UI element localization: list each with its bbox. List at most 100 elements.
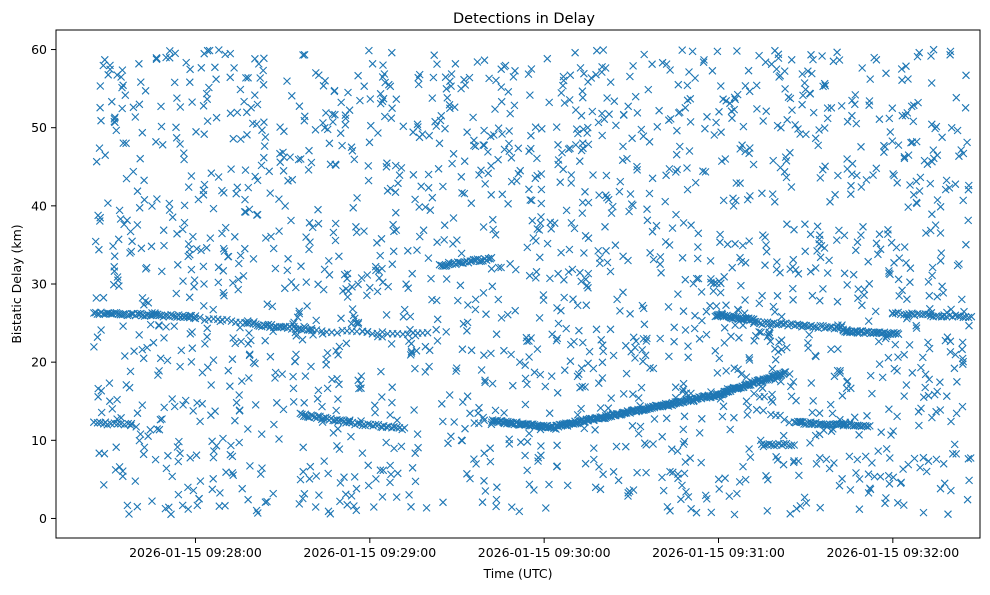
detection-point: [634, 429, 643, 438]
detection-point: [567, 219, 576, 227]
detection-point: [481, 487, 490, 495]
detection-point: [728, 114, 736, 123]
detection-point: [314, 219, 323, 228]
detection-point: [543, 239, 552, 248]
detection-point: [531, 123, 540, 132]
detection-point: [419, 226, 428, 235]
detection-point: [251, 359, 259, 368]
detection-point: [806, 439, 814, 447]
detection-point: [710, 131, 719, 139]
detection-point: [133, 409, 142, 418]
detection-point: [827, 427, 836, 436]
track-point: [902, 310, 911, 319]
detection-point: [852, 469, 860, 477]
detection-point: [885, 269, 893, 278]
detection-point: [521, 400, 530, 409]
detection-point: [524, 70, 533, 78]
detection-point: [154, 371, 162, 379]
detection-point: [569, 295, 577, 304]
detection-point: [781, 85, 789, 93]
detection-point: [619, 142, 627, 151]
detection-point: [171, 49, 180, 58]
detection-point: [809, 108, 818, 117]
detection-point: [207, 169, 216, 178]
detection-point: [340, 270, 349, 279]
detection-point: [958, 345, 966, 354]
detection-point: [536, 370, 545, 379]
detection-point: [757, 328, 765, 337]
detection-point: [966, 454, 975, 462]
detection-point: [295, 307, 304, 316]
detection-point: [716, 288, 725, 297]
detection-point: [463, 326, 471, 335]
detection-point: [197, 246, 205, 255]
detection-point: [135, 59, 143, 68]
detection-point: [915, 187, 924, 195]
detection-point: [243, 319, 252, 328]
detection-point: [547, 224, 556, 233]
detection-point: [771, 344, 779, 353]
detection-point: [242, 74, 250, 82]
chart-title: Detections in Delay: [453, 11, 595, 27]
detection-point: [950, 364, 959, 373]
detection-point: [605, 110, 613, 119]
detection-point: [203, 332, 211, 341]
detection-point: [388, 260, 397, 269]
detection-point: [107, 97, 116, 106]
detection-point: [644, 85, 653, 94]
detection-point: [272, 398, 281, 407]
detection-point: [684, 342, 692, 350]
detection-point: [957, 146, 966, 154]
detection-point: [137, 244, 146, 253]
detection-point: [947, 486, 955, 495]
detection-point: [302, 233, 310, 241]
detection-point: [453, 296, 462, 305]
detection-point: [469, 113, 477, 122]
detection-point: [666, 467, 674, 476]
detection-point: [927, 79, 936, 87]
detection-point: [842, 384, 851, 393]
track-point: [400, 424, 409, 432]
detection-point: [558, 148, 566, 157]
detection-point: [818, 165, 827, 174]
detection-point: [170, 322, 179, 330]
detection-point: [807, 69, 816, 78]
detection-point: [138, 401, 147, 409]
track-point: [821, 421, 829, 429]
detection-point: [895, 254, 904, 262]
detection-point: [574, 370, 583, 379]
detection-point: [379, 466, 388, 475]
detection-point: [156, 354, 165, 363]
detection-point: [885, 114, 894, 123]
detection-point: [742, 397, 751, 406]
detection-point: [675, 108, 684, 116]
detection-point: [713, 47, 722, 56]
track-point: [816, 321, 825, 330]
detection-point: [615, 187, 624, 196]
detection-point: [924, 338, 932, 347]
detection-point: [914, 407, 923, 416]
detection-point: [850, 413, 859, 422]
track-point: [195, 313, 204, 322]
detection-point: [840, 269, 849, 278]
track-point: [307, 411, 316, 419]
detection-point: [341, 111, 350, 120]
detection-point: [337, 314, 345, 323]
detection-point: [580, 69, 588, 78]
detection-point: [219, 288, 228, 297]
detection-point: [928, 413, 936, 422]
detection-point: [731, 239, 739, 248]
detection-point: [257, 161, 266, 170]
detection-point: [546, 274, 554, 283]
detection-point: [648, 174, 657, 183]
detection-point: [672, 150, 681, 159]
detection-point: [432, 325, 441, 334]
detection-point: [432, 122, 441, 130]
detection-point: [588, 107, 597, 116]
detection-point: [928, 271, 936, 280]
detection-point: [333, 442, 341, 450]
detection-point: [479, 413, 488, 422]
detection-point: [798, 70, 807, 78]
detection-point: [771, 308, 779, 316]
detection-point: [640, 320, 649, 329]
